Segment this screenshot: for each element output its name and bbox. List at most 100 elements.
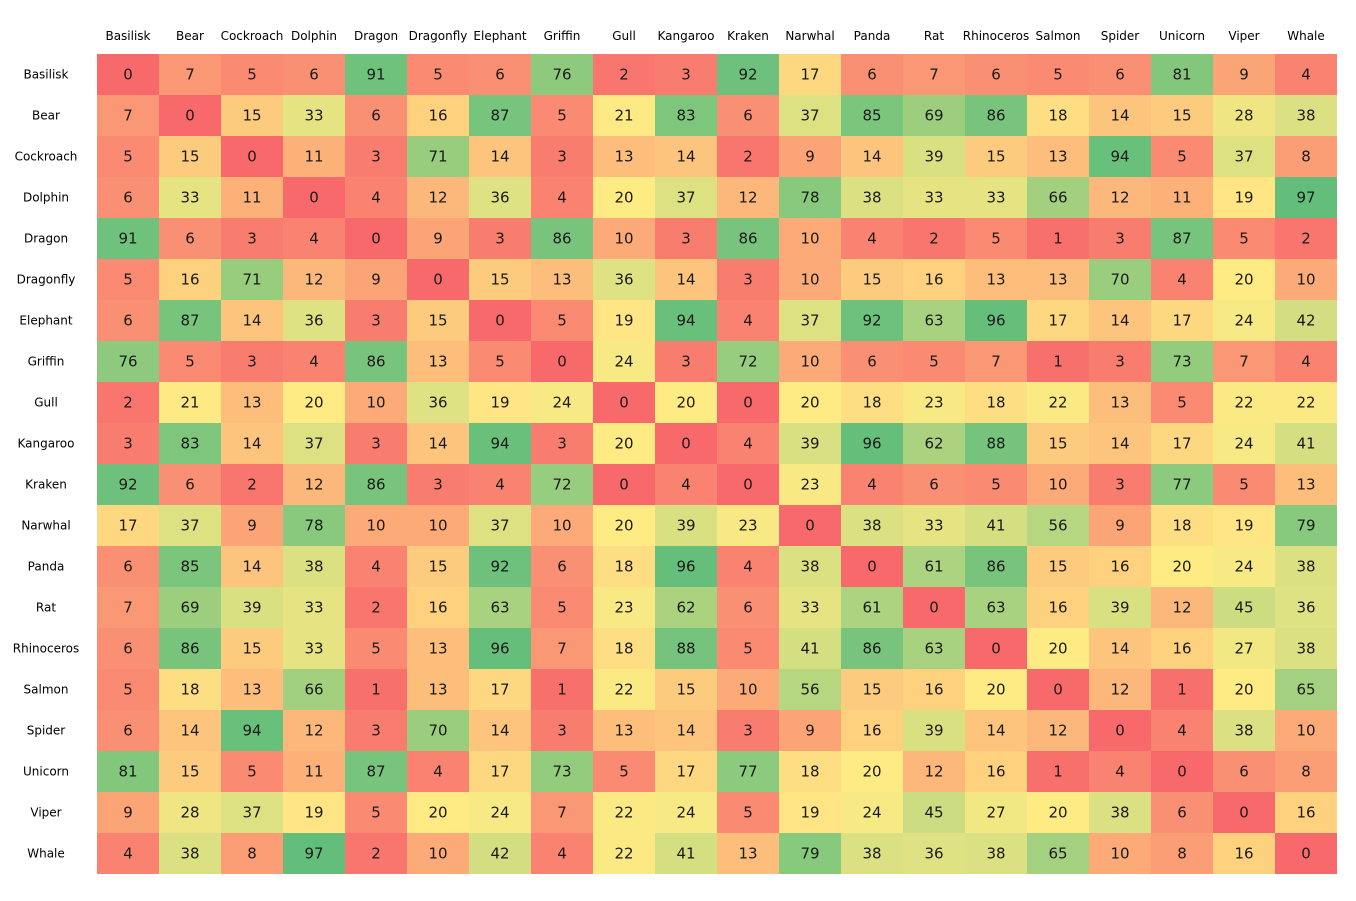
heatmap-cell [779,833,841,874]
cell-value-label: 0 [991,640,1001,658]
cell-value-label: 88 [986,435,1005,453]
cell-value-label: 94 [676,312,695,330]
heatmap-cell [779,218,841,259]
cell-value-label: 4 [371,189,381,207]
heatmap-cell [903,505,965,546]
column-label: Gull [612,29,636,43]
cell-value-label: 6 [371,107,381,125]
column-labels: Basilisk Bear Cockroach Dolphin Dragon Dragon… [105,29,1324,43]
heatmap-cell [345,464,407,505]
heatmap-cell [97,710,159,751]
heatmap-cell [779,341,841,382]
heatmap-cell [1151,710,1213,751]
heatmap-cell [97,423,159,464]
heatmap-cell [283,300,345,341]
cell-value-label: 22 [614,804,633,822]
heatmap-cell [531,751,593,792]
heatmap-cell [965,628,1027,669]
heatmap-cell [221,464,283,505]
heatmap-cell [1275,136,1337,177]
heatmap-cell [1213,505,1275,546]
heatmap-cell [1151,751,1213,792]
cell-value-label: 4 [1177,722,1187,740]
heatmap-cell [407,54,469,95]
heatmap-cell [283,177,345,218]
cell-value-label: 3 [371,435,381,453]
cell-value-label: 0 [557,353,567,371]
cell-value-label: 18 [1172,517,1191,535]
heatmap-cell [965,833,1027,874]
heatmap-cell [903,136,965,177]
row-labels: Basilisk Bear Cockroach Dolphin Dragon Dragon… [13,68,79,861]
cell-value-label: 15 [1048,558,1067,576]
heatmap-cell [1027,751,1089,792]
heatmap-cell [1275,218,1337,259]
heatmap-cell [717,259,779,300]
column-label: Dragonfly [409,29,468,43]
cell-value-label: 86 [986,107,1005,125]
heatmap-cell [1275,423,1337,464]
cell-value-label: 36 [924,845,943,863]
cell-value-label: 19 [800,804,819,822]
heatmap-cell [1027,259,1089,300]
heatmap-cell [1275,464,1337,505]
cell-value-label: 36 [428,394,447,412]
cell-value-label: 92 [862,312,881,330]
heatmap-cell [903,587,965,628]
heatmap-cell [903,54,965,95]
cell-value-label: 39 [800,435,819,453]
cell-value-label: 2 [247,476,257,494]
heatmap-cell [779,382,841,423]
row-label: Unicorn [23,765,69,779]
heatmap-cell [1089,833,1151,874]
column-label: Cockroach [221,29,284,43]
cell-value-label: 38 [862,845,881,863]
cell-value-label: 2 [619,66,629,84]
heatmap-cell [1151,382,1213,423]
heatmap-cell [1275,710,1337,751]
cell-value-label: 33 [924,517,943,535]
cell-value-label: 5 [1177,394,1187,412]
cell-value-label: 8 [247,845,257,863]
cell-value-label: 3 [371,722,381,740]
cell-value-label: 37 [1234,148,1253,166]
cell-value-label: 17 [676,763,695,781]
cell-value-label: 41 [1296,435,1315,453]
heatmap-cell [965,587,1027,628]
heatmap-cell [531,382,593,423]
cell-value-label: 97 [304,845,323,863]
cell-value-label: 16 [428,599,447,617]
cell-value-label: 63 [924,312,943,330]
heatmap-cell [159,587,221,628]
heatmap-cell [717,382,779,423]
heatmap-cell [903,259,965,300]
heatmap-cell [1151,669,1213,710]
heatmap-cell [283,218,345,259]
heatmap-cell [407,792,469,833]
cell-value-label: 4 [743,558,753,576]
cell-value-label: 3 [495,230,505,248]
row-label: Salmon [24,683,69,697]
cell-value-label: 87 [180,312,199,330]
heatmap-cell [345,382,407,423]
heatmap-cell [593,218,655,259]
heatmap-cell [593,669,655,710]
heatmap-cell [655,136,717,177]
cell-value-label: 14 [242,558,261,576]
heatmap-cell [779,751,841,792]
heatmap-cell [407,505,469,546]
heatmap-cell [283,833,345,874]
heatmap-cell [965,136,1027,177]
heatmap-cell [779,423,841,464]
heatmap-cell [407,95,469,136]
heatmap-cell [779,95,841,136]
column-label: Unicorn [1159,29,1205,43]
cell-value-label: 14 [1110,640,1129,658]
heatmap-cell [283,505,345,546]
heatmap-cell [531,54,593,95]
cell-value-label: 5 [433,66,443,84]
cell-value-label: 33 [800,599,819,617]
heatmap-cell [469,751,531,792]
heatmap-cell [655,341,717,382]
cell-value-label: 13 [1110,394,1129,412]
